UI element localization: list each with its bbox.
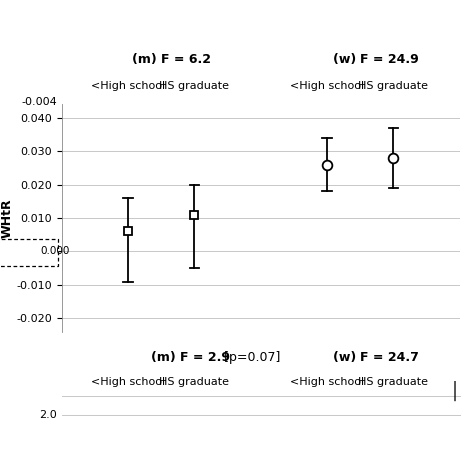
Text: (m): (m) [132,53,161,66]
Text: │: │ [450,380,460,401]
Text: -0.004: -0.004 [21,97,57,107]
Text: F = 6.2: F = 6.2 [161,53,211,66]
Text: F = 24.7: F = 24.7 [360,351,419,365]
Text: HS graduate: HS graduate [159,81,229,91]
Text: <High school: <High school [91,81,165,91]
Text: F = 2.9: F = 2.9 [180,351,230,365]
Text: 2.0: 2.0 [39,410,57,420]
Text: <High school: <High school [91,376,165,387]
Y-axis label: WHtR: WHtR [0,198,13,238]
FancyBboxPatch shape [0,239,58,266]
Text: HS graduate: HS graduate [358,81,428,91]
Text: HS graduate: HS graduate [358,376,428,387]
Text: (m): (m) [151,351,180,365]
Text: F = 24.9: F = 24.9 [360,53,419,66]
Text: <High school: <High school [290,376,364,387]
Text: [p=0.07]: [p=0.07] [220,351,281,365]
Text: HS graduate: HS graduate [159,376,229,387]
Text: <High school: <High school [290,81,364,91]
Text: (w): (w) [333,351,360,365]
Text: 0.000: 0.000 [40,246,70,256]
Text: (w): (w) [333,53,360,66]
